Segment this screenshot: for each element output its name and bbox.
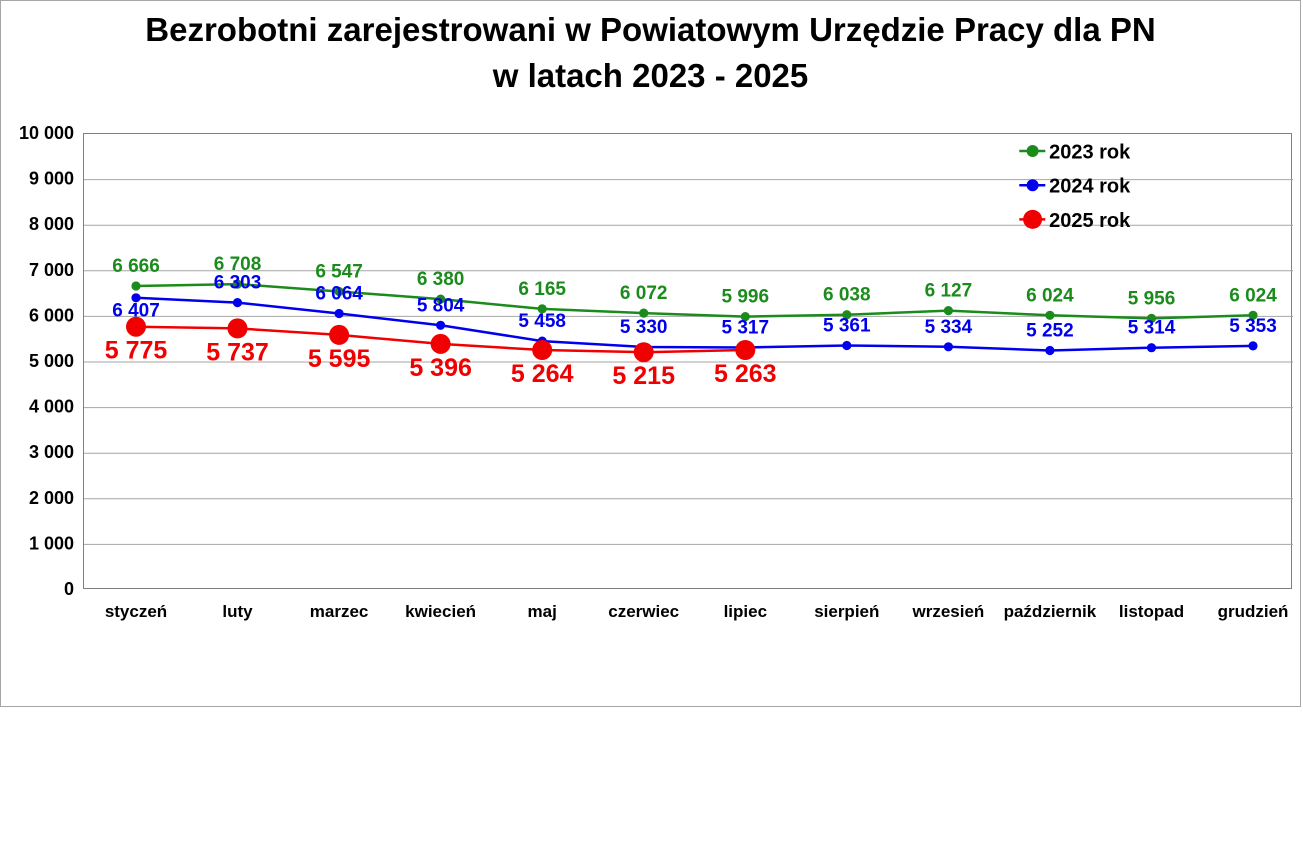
svg-text:6 547: 6 547 bbox=[315, 262, 363, 283]
svg-text:lipiec: lipiec bbox=[724, 602, 767, 621]
svg-text:6 380: 6 380 bbox=[417, 269, 465, 290]
svg-text:5 361: 5 361 bbox=[823, 316, 871, 337]
svg-text:5 396: 5 396 bbox=[409, 354, 472, 382]
svg-text:6 407: 6 407 bbox=[112, 300, 160, 321]
svg-text:6 038: 6 038 bbox=[823, 285, 871, 306]
svg-text:9 000: 9 000 bbox=[29, 169, 74, 189]
svg-text:5 252: 5 252 bbox=[1026, 321, 1074, 342]
svg-text:luty: luty bbox=[222, 602, 253, 621]
svg-text:grudzień: grudzień bbox=[1218, 602, 1289, 621]
svg-text:maj: maj bbox=[528, 602, 557, 621]
svg-text:5 314: 5 314 bbox=[1128, 318, 1176, 339]
svg-text:1 000: 1 000 bbox=[29, 533, 74, 553]
svg-text:styczeń: styczeń bbox=[105, 602, 167, 621]
svg-text:4 000: 4 000 bbox=[29, 397, 74, 417]
svg-text:2 000: 2 000 bbox=[29, 488, 74, 508]
svg-text:marzec: marzec bbox=[310, 602, 369, 621]
svg-text:6 064: 6 064 bbox=[315, 284, 363, 305]
svg-text:listopad: listopad bbox=[1119, 602, 1184, 621]
svg-text:3 000: 3 000 bbox=[29, 442, 74, 462]
svg-text:5 264: 5 264 bbox=[511, 360, 574, 388]
svg-text:10 000: 10 000 bbox=[19, 123, 74, 143]
svg-text:5 996: 5 996 bbox=[722, 287, 770, 308]
svg-text:2023 rok: 2023 rok bbox=[1049, 142, 1131, 164]
svg-text:8 000: 8 000 bbox=[29, 214, 74, 234]
svg-text:6 024: 6 024 bbox=[1229, 285, 1277, 306]
svg-text:6 666: 6 666 bbox=[112, 256, 160, 277]
svg-text:5 595: 5 595 bbox=[308, 345, 371, 373]
svg-text:5 334: 5 334 bbox=[925, 317, 973, 338]
svg-text:2025 rok: 2025 rok bbox=[1049, 210, 1131, 232]
svg-text:7 000: 7 000 bbox=[29, 260, 74, 280]
svg-text:6 000: 6 000 bbox=[29, 305, 74, 325]
svg-text:5 317: 5 317 bbox=[722, 318, 770, 339]
svg-text:5 330: 5 330 bbox=[620, 317, 668, 338]
svg-text:6 165: 6 165 bbox=[518, 279, 566, 300]
svg-text:kwiecień: kwiecień bbox=[405, 602, 476, 621]
svg-text:5 458: 5 458 bbox=[518, 311, 566, 332]
svg-text:6 072: 6 072 bbox=[620, 283, 668, 304]
svg-text:sierpień: sierpień bbox=[814, 602, 879, 621]
svg-text:5 956: 5 956 bbox=[1128, 288, 1176, 309]
svg-text:5 263: 5 263 bbox=[714, 360, 777, 388]
svg-text:czerwiec: czerwiec bbox=[608, 602, 679, 621]
svg-text:wrzesień: wrzesień bbox=[911, 602, 984, 621]
svg-text:5 804: 5 804 bbox=[417, 295, 465, 316]
svg-text:2024 rok: 2024 rok bbox=[1049, 176, 1131, 198]
svg-text:5 000: 5 000 bbox=[29, 351, 74, 371]
svg-text:5 215: 5 215 bbox=[612, 362, 675, 390]
svg-text:5 737: 5 737 bbox=[206, 338, 269, 366]
svg-text:6 127: 6 127 bbox=[925, 281, 973, 302]
svg-text:październik: październik bbox=[1004, 602, 1097, 621]
svg-text:6 024: 6 024 bbox=[1026, 285, 1074, 306]
svg-text:6 303: 6 303 bbox=[214, 273, 262, 294]
svg-text:0: 0 bbox=[64, 579, 74, 599]
svg-text:5 353: 5 353 bbox=[1229, 316, 1277, 337]
svg-text:5 775: 5 775 bbox=[105, 337, 168, 365]
